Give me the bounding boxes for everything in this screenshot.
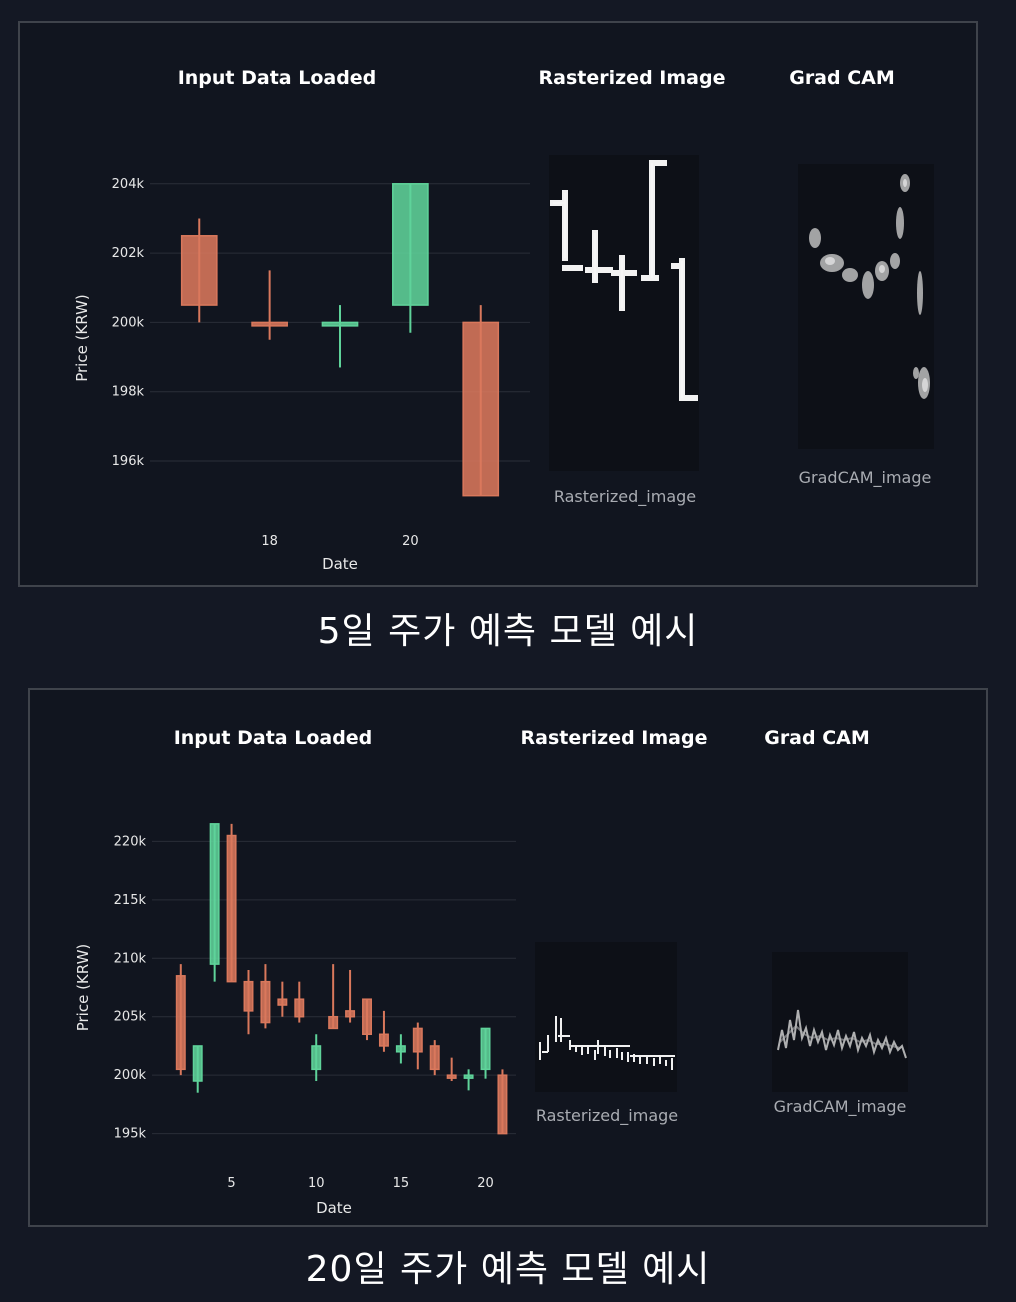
x-axis-label: Date (316, 1199, 352, 1217)
gradcam-image-5day (798, 164, 934, 449)
heading-rasterized-image: Rasterized Image (539, 67, 726, 89)
heading-grad-cam: Grad CAM (789, 67, 895, 89)
candle-body (345, 1010, 356, 1018)
y-tick-label: 215k (114, 893, 147, 908)
candle-body (328, 1015, 339, 1030)
gradcam-image-label: GradCAM_image (774, 1097, 907, 1117)
candle-body (321, 321, 359, 327)
heading-input-data: Input Data Loaded (178, 67, 377, 89)
y-tick-label: 198k (112, 385, 145, 400)
caption-20day: 20일 주가 예측 모델 예시 (305, 1249, 711, 1290)
rasterized-image-label: Rasterized_image (536, 1106, 678, 1126)
x-tick-label: 20 (402, 534, 419, 549)
candle-body (395, 1045, 406, 1053)
y-tick-label: 195k (114, 1127, 147, 1142)
heading-grad-cam: Grad CAM (764, 727, 870, 749)
x-tick-label: 15 (393, 1176, 410, 1191)
candlestick-chart-20day: 195k 200k 205k 210k 215k 220k 5 10 15 20 Date Price… (74, 823, 516, 1217)
candle-body (192, 1045, 203, 1082)
candle-body (311, 1045, 322, 1071)
candle-body (362, 998, 372, 1036)
candle-body (260, 980, 271, 1024)
y-tick-label: 196k (112, 454, 145, 469)
heading-rasterized-image: Rasterized Image (521, 727, 708, 749)
y-tick-label: 202k (112, 246, 145, 261)
candle-body (412, 1027, 423, 1053)
rasterized-image-label: Rasterized_image (554, 487, 696, 507)
candle-body (480, 1027, 491, 1071)
y-axis-label: Price (KRW) (73, 294, 91, 382)
candle-body (378, 1033, 389, 1047)
x-tick-label: 18 (261, 534, 278, 549)
candle-body (277, 998, 288, 1006)
candle-body (497, 1074, 508, 1135)
y-tick-label: 210k (114, 951, 147, 966)
candle-body (392, 183, 429, 306)
candle-body (446, 1074, 457, 1079)
candlestick-chart-5day: 196k 198k 200k 202k 204k 18 20 Date Price (KRW) (73, 177, 530, 573)
gradcam-image-label: GradCAM_image (799, 468, 932, 488)
gradcam-image-20day (772, 952, 908, 1092)
candle-body (209, 823, 220, 965)
candle-body (251, 321, 288, 327)
chart-panel-20day: Input Data Loaded Rasterized Image Grad … (28, 688, 988, 1227)
panel-20day-svg: Input Data Loaded Rasterized Image Grad … (74, 727, 908, 1217)
rasterized-image-5day (549, 155, 699, 471)
candle-body (429, 1045, 440, 1071)
candle-body (180, 235, 218, 306)
y-axis-label: Price (KRW) (74, 944, 92, 1032)
caption-5day: 5일 주가 예측 모델 예시 (317, 611, 699, 652)
chart-panel-5day: Input Data Loaded Rasterized Image Grad … (18, 21, 978, 587)
candle-body (463, 1074, 474, 1079)
candle-body (294, 998, 305, 1018)
panel-5day-svg: Input Data Loaded Rasterized Image Grad … (73, 67, 934, 573)
rasterized-image-20day (535, 942, 677, 1092)
y-tick-label: 204k (112, 177, 145, 192)
y-tick-label: 200k (114, 1068, 147, 1083)
y-tick-label: 200k (112, 315, 145, 330)
x-axis-label: Date (322, 555, 358, 573)
candle-body (175, 975, 186, 1071)
candle-body (226, 834, 237, 983)
x-tick-label: 5 (227, 1176, 235, 1191)
candle-body (243, 980, 254, 1012)
y-tick-label: 220k (114, 834, 147, 849)
x-tick-label: 10 (308, 1176, 325, 1191)
candle-body (462, 321, 500, 497)
x-tick-label: 20 (477, 1176, 494, 1191)
heading-input-data: Input Data Loaded (174, 727, 373, 749)
y-tick-label: 205k (114, 1010, 147, 1025)
